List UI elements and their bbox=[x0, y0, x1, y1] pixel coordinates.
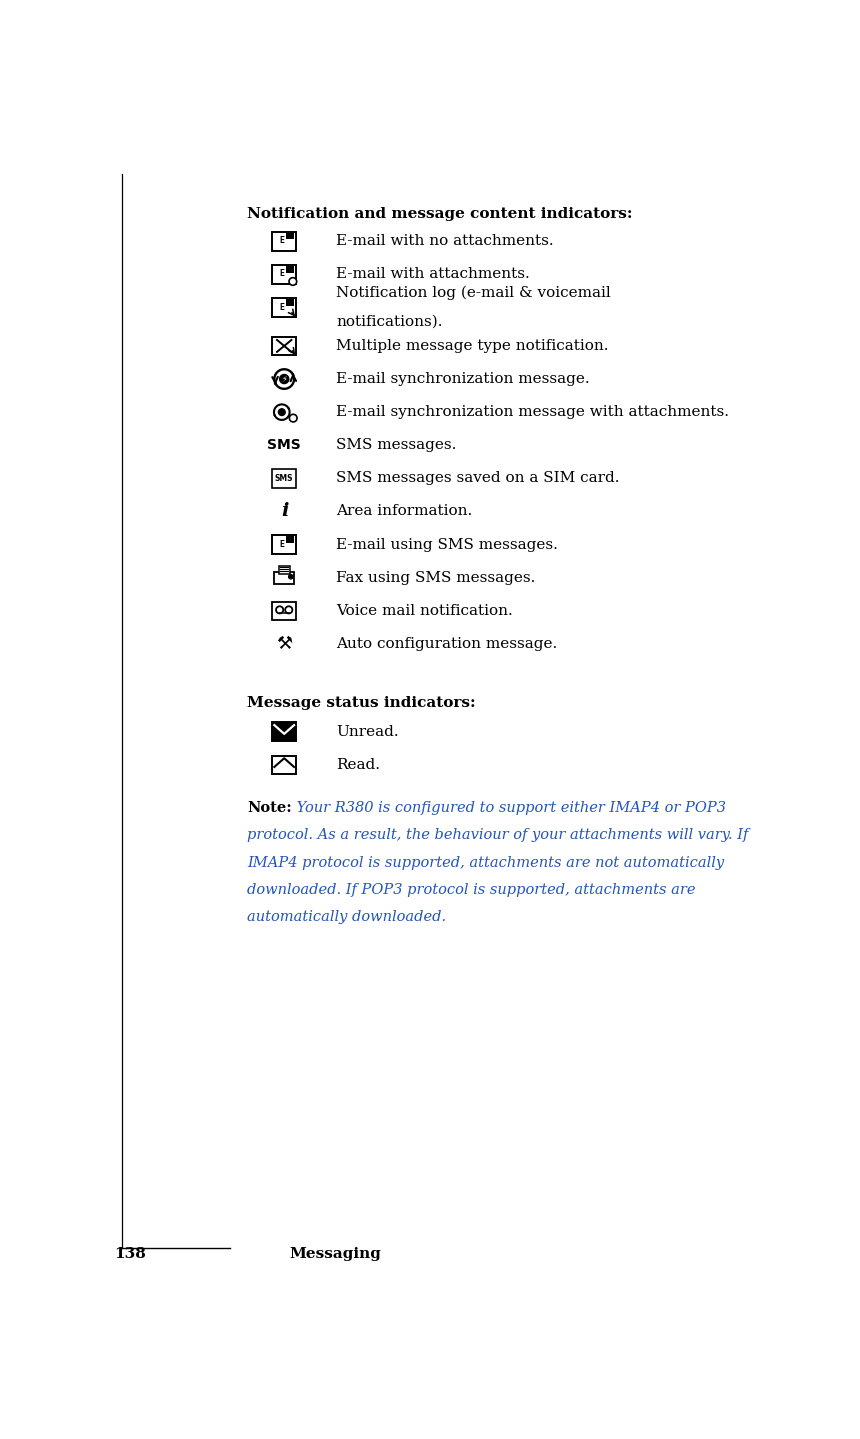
FancyBboxPatch shape bbox=[272, 232, 296, 250]
Text: E: E bbox=[279, 236, 284, 246]
Text: Multiple message type notification.: Multiple message type notification. bbox=[336, 340, 609, 353]
Text: Your R380 is configured to support either IMAP4 or POP3: Your R380 is configured to support eithe… bbox=[292, 802, 726, 814]
Text: Voice mail notification.: Voice mail notification. bbox=[336, 604, 513, 617]
FancyBboxPatch shape bbox=[286, 299, 294, 305]
Text: E-mail with attachments.: E-mail with attachments. bbox=[336, 268, 530, 281]
Text: E-mail synchronization message.: E-mail synchronization message. bbox=[336, 373, 590, 386]
Text: Note:: Note: bbox=[247, 802, 292, 814]
Text: downloaded. If POP3 protocol is supported, attachments are: downloaded. If POP3 protocol is supporte… bbox=[247, 884, 696, 896]
FancyBboxPatch shape bbox=[286, 537, 294, 543]
Text: Fax using SMS messages.: Fax using SMS messages. bbox=[336, 571, 536, 584]
Text: Message status indicators:: Message status indicators: bbox=[247, 695, 476, 709]
Text: E: E bbox=[279, 269, 284, 279]
Text: protocol. As a result, the behaviour of your attachments will vary. If: protocol. As a result, the behaviour of … bbox=[247, 829, 748, 842]
Circle shape bbox=[286, 606, 292, 613]
Circle shape bbox=[289, 278, 297, 285]
FancyBboxPatch shape bbox=[272, 755, 296, 774]
FancyBboxPatch shape bbox=[274, 571, 294, 584]
FancyBboxPatch shape bbox=[272, 535, 296, 554]
Text: E-mail using SMS messages.: E-mail using SMS messages. bbox=[336, 538, 558, 551]
Text: Notification log (e-mail & voicemail: Notification log (e-mail & voicemail bbox=[336, 285, 611, 299]
FancyBboxPatch shape bbox=[272, 298, 296, 317]
FancyBboxPatch shape bbox=[272, 469, 296, 488]
FancyBboxPatch shape bbox=[272, 722, 296, 741]
Text: Messaging: Messaging bbox=[290, 1248, 382, 1262]
Text: E-mail synchronization message with attachments.: E-mail synchronization message with atta… bbox=[336, 406, 729, 419]
Text: Notification and message content indicators:: Notification and message content indicat… bbox=[247, 207, 632, 220]
Text: SMS messages.: SMS messages. bbox=[336, 439, 457, 452]
Text: E: E bbox=[279, 302, 284, 312]
FancyBboxPatch shape bbox=[286, 266, 294, 272]
Text: automatically downloaded.: automatically downloaded. bbox=[247, 911, 446, 924]
Text: 138: 138 bbox=[114, 1248, 145, 1262]
Text: SMS messages saved on a SIM card.: SMS messages saved on a SIM card. bbox=[336, 472, 619, 485]
Text: SMS: SMS bbox=[267, 439, 301, 452]
Text: IMAP4 protocol is supported, attachments are not automatically: IMAP4 protocol is supported, attachments… bbox=[247, 856, 724, 869]
Text: Area information.: Area information. bbox=[336, 505, 472, 518]
Text: ⚒: ⚒ bbox=[276, 635, 292, 653]
FancyBboxPatch shape bbox=[272, 337, 296, 355]
Text: ⚡: ⚡ bbox=[281, 374, 287, 384]
Text: E: E bbox=[279, 540, 284, 548]
Text: i: i bbox=[282, 502, 289, 521]
FancyBboxPatch shape bbox=[286, 233, 294, 239]
Circle shape bbox=[276, 606, 283, 613]
Text: SMS: SMS bbox=[275, 473, 293, 484]
Circle shape bbox=[289, 414, 297, 422]
Text: Auto configuration message.: Auto configuration message. bbox=[336, 637, 557, 650]
FancyBboxPatch shape bbox=[279, 566, 290, 574]
FancyBboxPatch shape bbox=[272, 265, 296, 283]
FancyBboxPatch shape bbox=[272, 602, 296, 620]
Text: E-mail with no attachments.: E-mail with no attachments. bbox=[336, 235, 554, 248]
Text: notifications).: notifications). bbox=[336, 315, 443, 330]
Text: Unread.: Unread. bbox=[336, 725, 399, 738]
Circle shape bbox=[289, 574, 293, 578]
Circle shape bbox=[279, 409, 286, 416]
Text: Read.: Read. bbox=[336, 758, 380, 771]
Circle shape bbox=[280, 374, 289, 384]
